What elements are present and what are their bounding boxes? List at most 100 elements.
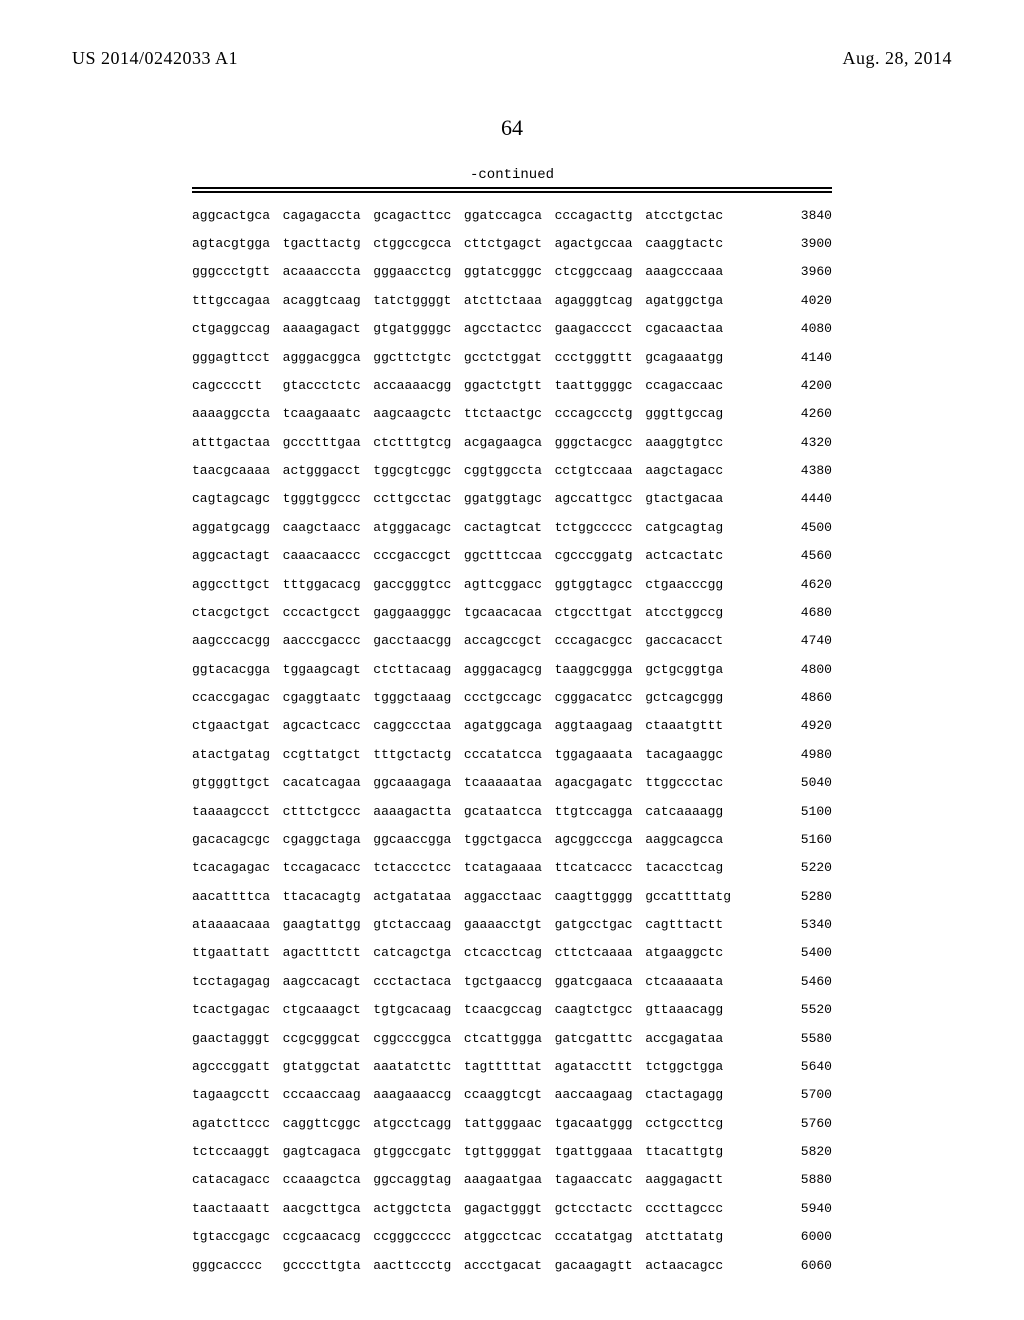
sequence-block: ggatggtagc	[464, 485, 555, 513]
sequence-block: catgcagtag	[645, 513, 744, 541]
sequence-block: tattgggaac	[464, 1109, 555, 1137]
sequence-row: gggcaccccgccccttgtaaacttccctgaccctgacatg…	[192, 1251, 832, 1279]
sequence-row: tttgccagaaacaggtcaagtatctggggtatcttctaaa…	[192, 286, 832, 314]
sequence-block: ggtacacgga	[192, 655, 283, 683]
sequence-position: 4320	[744, 428, 832, 456]
sequence-block: ctcaaaaata	[645, 967, 744, 995]
sequence-block: cgcccggatg	[555, 542, 646, 570]
sequence-row: aggcactgcacagagacctagcagacttccggatccagca…	[192, 201, 832, 229]
sequence-row: taactaaattaacgcttgcaactggctctagagactgggt…	[192, 1194, 832, 1222]
sequence-position: 5580	[744, 1024, 832, 1052]
sequence-position: 3900	[744, 229, 832, 257]
sequence-block: tgctgaaccg	[464, 967, 555, 995]
sequence-block: tctggctgga	[645, 1052, 744, 1080]
sequence-block: agtacgtgga	[192, 229, 283, 257]
sequence-position: 5340	[744, 910, 832, 938]
sequence-block: aacgcttgca	[283, 1194, 374, 1222]
sequence-block: gggaacctcg	[373, 258, 464, 286]
sequence-block: cccaaccaag	[283, 1081, 374, 1109]
sequence-block: cgacaactaa	[645, 315, 744, 343]
sequence-block: ccaaggtcgt	[464, 1081, 555, 1109]
sequence-row: gtgggttgctcacatcagaaggcaaagagatcaaaaataa…	[192, 769, 832, 797]
sequence-rule-top-2	[192, 191, 832, 193]
sequence-block: atttgactaa	[192, 428, 283, 456]
sequence-block: caaacaaccc	[283, 542, 374, 570]
sequence-block: tggcgtcggc	[373, 456, 464, 484]
sequence-block: ttcatcaccc	[555, 854, 646, 882]
sequence-block: atgcctcagg	[373, 1109, 464, 1137]
sequence-block: taaaagccct	[192, 797, 283, 825]
sequence-block: cctgccttcg	[645, 1109, 744, 1137]
sequence-block: ccgcaacacg	[283, 1223, 374, 1251]
sequence-position: 5040	[744, 769, 832, 797]
sequence-block: gctcagcggg	[645, 683, 744, 711]
sequence-block: atcttctaaa	[464, 286, 555, 314]
sequence-block: ctttctgccc	[283, 797, 374, 825]
sequence-block: accgagataa	[645, 1024, 744, 1052]
sequence-position: 4800	[744, 655, 832, 683]
sequence-block: ctcttacaag	[373, 655, 464, 683]
sequence-block: ccaaagctca	[283, 1166, 374, 1194]
sequence-row: atttgactaagccctttgaactctttgtcgacgagaagca…	[192, 428, 832, 456]
sequence-position: 5520	[744, 996, 832, 1024]
sequence-block: tttggacacg	[283, 570, 374, 598]
sequence-block: aagcaagctc	[373, 400, 464, 428]
sequence-row: cagccccttgtaccctctcaccaaaacggggactctgttt…	[192, 371, 832, 399]
sequence-row: tagaagccttcccaaccaagaaagaaaccgccaaggtcgt…	[192, 1081, 832, 1109]
sequence-block: catacagacc	[192, 1166, 283, 1194]
sequence-block: agggacggca	[283, 343, 374, 371]
sequence-block: cctgtccaaa	[555, 456, 646, 484]
sequence-block: cccagccctg	[555, 400, 646, 428]
sequence-row: tcacagagactccagacacctctaccctcctcatagaaaa…	[192, 854, 832, 882]
sequence-block: tggaagcagt	[283, 655, 374, 683]
sequence-block: cactagtcat	[464, 513, 555, 541]
sequence-block: tcatagaaaa	[464, 854, 555, 882]
sequence-row: ctacgctgctcccactgcctgaggaagggctgcaacacaa…	[192, 598, 832, 626]
sequence-block: ctgaactgat	[192, 712, 283, 740]
sequence-block: ctcattggga	[464, 1024, 555, 1052]
sequence-block: ctactagagg	[645, 1081, 744, 1109]
sequence-block: taactaaatt	[192, 1194, 283, 1222]
sequence-block: tgcaacacaa	[464, 598, 555, 626]
sequence-block: ggcaaagaga	[373, 769, 464, 797]
sequence-block: cccactgcct	[283, 598, 374, 626]
sequence-block: accaaaacgg	[373, 371, 464, 399]
sequence-block: gctcctactc	[555, 1194, 646, 1222]
sequence-block: ataaaacaaa	[192, 910, 283, 938]
sequence-position: 4740	[744, 627, 832, 655]
sequence-row: ctgaggccagaaaagagactgtgatggggcagcctactcc…	[192, 315, 832, 343]
sequence-row: ccaccgagaccgaggtaatctgggctaaagccctgccagc…	[192, 683, 832, 711]
sequence-position: 4680	[744, 598, 832, 626]
patent-page: US 2014/0242033 A1 Aug. 28, 2014 64 -con…	[0, 0, 1024, 1320]
sequence-block: gtactgacaa	[645, 485, 744, 513]
sequence-block: catcaaaagg	[645, 797, 744, 825]
sequence-block: gcagaaatgg	[645, 343, 744, 371]
sequence-block: gtggccgatc	[373, 1137, 464, 1165]
sequence-block: gatcgatttc	[555, 1024, 646, 1052]
sequence-block: ctcggccaag	[555, 258, 646, 286]
sequence-block: ttggccctac	[645, 769, 744, 797]
sequence-position: 5160	[744, 825, 832, 853]
sequence-block: tcctagagag	[192, 967, 283, 995]
sequence-block: tgacaatggg	[555, 1109, 646, 1137]
sequence-block: ggcaaccgga	[373, 825, 464, 853]
sequence-row: catacagaccccaaagctcaggccaggtagaaagaatgaa…	[192, 1166, 832, 1194]
sequence-row: taacgcaaaaactgggaccttggcgtcggccggtggccta…	[192, 456, 832, 484]
sequence-block: gcataatcca	[464, 797, 555, 825]
sequence-block: tgtgcacaag	[373, 996, 464, 1024]
sequence-row: agatcttccccaggttcggcatgcctcaggtattgggaac…	[192, 1109, 832, 1137]
sequence-block: atggcctcac	[464, 1223, 555, 1251]
sequence-block: ctgaggccag	[192, 315, 283, 343]
sequence-block: ctgccttgat	[555, 598, 646, 626]
sequence-block: catcagctga	[373, 939, 464, 967]
sequence-block: agcctactcc	[464, 315, 555, 343]
sequence-row: aacattttcattacacagtgactgatataaaggacctaac…	[192, 882, 832, 910]
sequence-block: tggctgacca	[464, 825, 555, 853]
sequence-position: 4260	[744, 400, 832, 428]
sequence-row: taaaagccctctttctgcccaaaagacttagcataatcca…	[192, 797, 832, 825]
sequence-block: cttctcaaaa	[555, 939, 646, 967]
sequence-block: agccattgcc	[555, 485, 646, 513]
sequence-block: acaaacccta	[283, 258, 374, 286]
sequence-block: taacgcaaaa	[192, 456, 283, 484]
sequence-block: tgtaccgagc	[192, 1223, 283, 1251]
